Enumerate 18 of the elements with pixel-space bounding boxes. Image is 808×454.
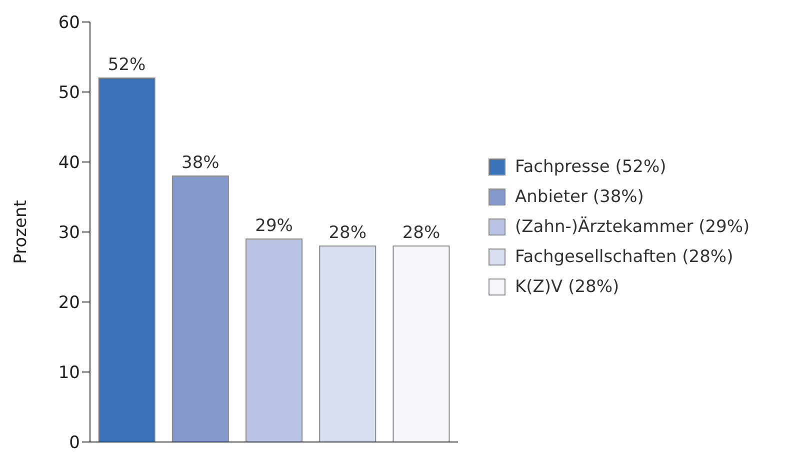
y-tick-label: 40 — [58, 153, 80, 174]
y-axis-title: Prozent — [11, 200, 32, 264]
data-label: 28% — [402, 223, 440, 243]
data-label: 38% — [182, 153, 220, 173]
data-label: 28% — [328, 223, 367, 243]
data-label: 52% — [108, 55, 146, 75]
legend-label: K(Z)V (28%) — [515, 277, 620, 297]
legend-label: Anbieter (38%) — [515, 187, 644, 207]
y-tick-label: 30 — [58, 223, 80, 244]
y-tick-label: 20 — [58, 293, 80, 314]
y-tick-label: 0 — [69, 433, 80, 454]
y-tick-label: 50 — [58, 83, 80, 104]
legend-label: Fachgesellschaften (28%) — [515, 247, 734, 267]
legend-label: (Zahn-)Ärztekammer (29%) — [515, 217, 750, 237]
data-label: 29% — [255, 216, 293, 236]
legend-label: Fachpresse (52%) — [515, 157, 666, 177]
y-tick-label: 10 — [58, 363, 80, 384]
y-tick-label: 60 — [58, 13, 80, 34]
